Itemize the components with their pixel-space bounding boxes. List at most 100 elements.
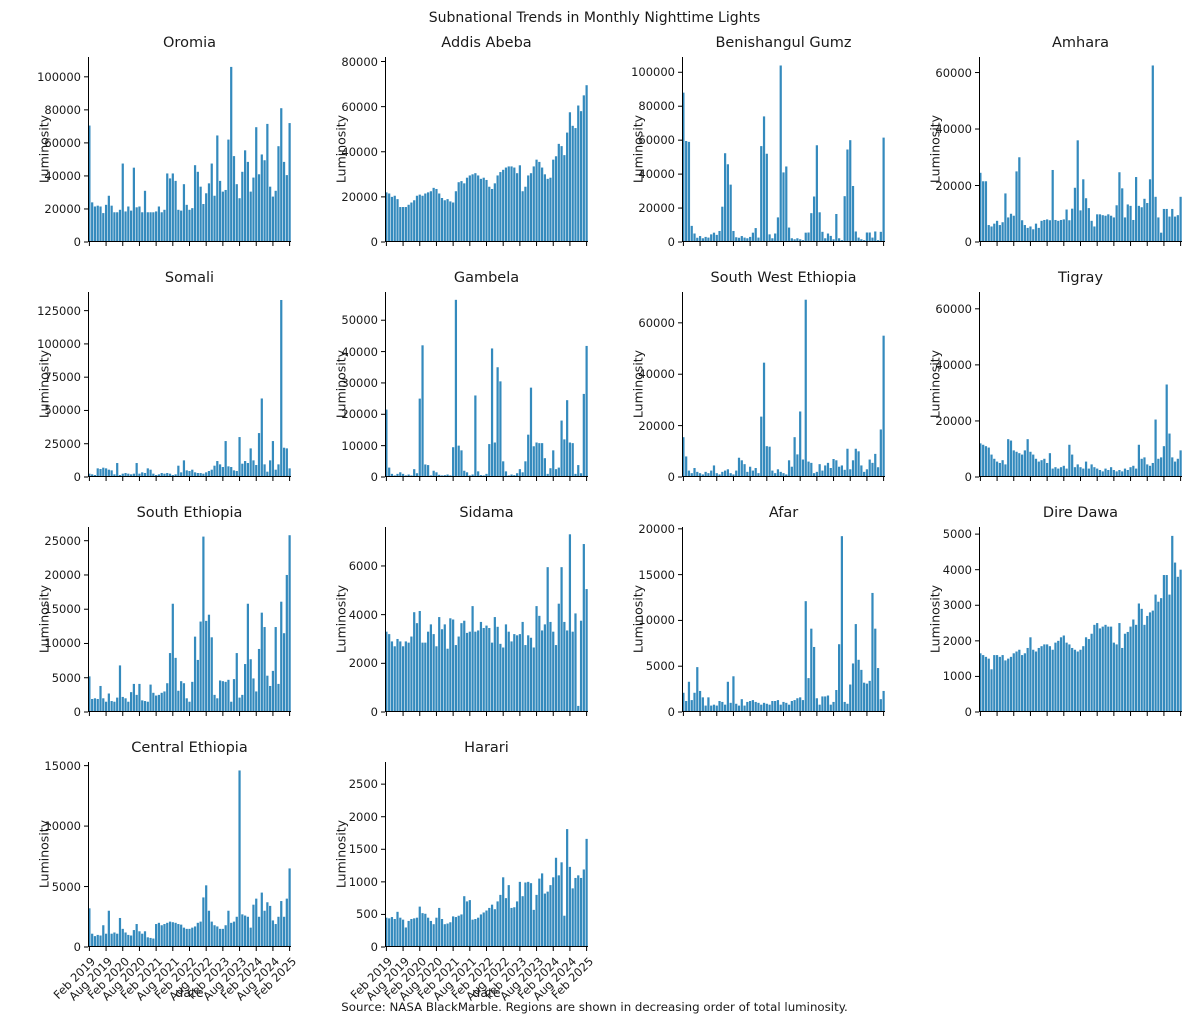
bar <box>143 190 147 242</box>
bar <box>488 444 491 477</box>
bar <box>687 681 691 712</box>
bar <box>446 648 449 712</box>
bar <box>1176 458 1179 477</box>
bar <box>421 913 424 947</box>
y-tick-label: 2000 <box>348 656 378 671</box>
bar <box>552 159 555 242</box>
bar <box>118 665 122 712</box>
bar <box>515 901 519 947</box>
bar <box>1073 467 1077 477</box>
bar <box>188 701 191 712</box>
bar <box>518 165 521 242</box>
bar <box>774 233 777 242</box>
bar <box>274 924 277 947</box>
bar <box>252 177 255 242</box>
y-tick-label: 15000 <box>638 567 675 582</box>
bar <box>443 624 446 712</box>
bar <box>774 701 777 712</box>
bar <box>407 204 410 242</box>
bar <box>410 202 413 242</box>
bar <box>1135 468 1138 477</box>
bar <box>710 470 713 477</box>
bar <box>863 682 866 712</box>
bar <box>255 691 258 712</box>
bar <box>521 896 524 947</box>
bar <box>810 462 813 477</box>
y-tick-label: 100000 <box>37 336 81 351</box>
bar <box>1057 640 1060 712</box>
bar <box>732 474 735 477</box>
bar <box>1157 601 1160 712</box>
bar <box>529 173 533 242</box>
bar <box>513 167 516 242</box>
bar <box>152 938 155 947</box>
bar <box>282 633 286 712</box>
bar <box>479 914 483 947</box>
bar <box>762 702 766 712</box>
plot-area <box>381 57 588 246</box>
bar <box>543 624 546 712</box>
bar <box>396 473 399 477</box>
bar <box>390 917 394 947</box>
bar <box>1065 468 1068 477</box>
bar <box>995 220 999 242</box>
bar <box>846 703 849 712</box>
bar <box>399 641 402 712</box>
bar <box>510 907 513 947</box>
bar <box>274 190 277 242</box>
bar <box>157 694 161 712</box>
bar <box>557 603 560 712</box>
bar <box>280 901 283 947</box>
bar <box>1154 419 1157 477</box>
bar <box>701 238 704 242</box>
bar <box>776 217 780 242</box>
bar <box>535 894 538 947</box>
bar <box>193 165 197 242</box>
bar <box>1176 215 1179 242</box>
bar <box>515 635 519 712</box>
bar <box>415 473 419 477</box>
bar <box>182 184 186 242</box>
bar <box>174 922 177 947</box>
subplot-title: South Ethiopia <box>136 505 243 521</box>
bar <box>471 606 474 712</box>
bar <box>1062 635 1065 712</box>
plot-area <box>84 57 291 246</box>
plot-area <box>381 292 588 481</box>
bar <box>707 697 710 712</box>
bar <box>1087 208 1090 242</box>
plot-canvas <box>84 762 291 951</box>
bar <box>1023 450 1026 477</box>
y-tick-label: 20000 <box>44 201 81 216</box>
bar <box>1121 647 1124 712</box>
bar <box>879 699 882 712</box>
bar <box>984 181 988 242</box>
y-tick-label: 0 <box>667 705 675 719</box>
bar <box>821 470 824 477</box>
bar <box>790 466 793 477</box>
bar <box>793 700 796 712</box>
bar <box>832 239 835 242</box>
bar <box>749 701 752 712</box>
bar <box>987 658 990 712</box>
plot-area <box>975 57 1182 246</box>
bar <box>560 862 563 947</box>
bar <box>585 345 588 477</box>
bar <box>91 474 94 477</box>
bar <box>146 212 149 242</box>
bar <box>477 471 480 477</box>
bar <box>1034 651 1038 712</box>
bar <box>557 467 560 477</box>
bar <box>696 237 699 242</box>
bar <box>1173 461 1177 477</box>
y-tick-label: 5000 <box>51 670 81 685</box>
bar <box>435 917 438 947</box>
bar <box>696 471 699 477</box>
bar <box>518 881 521 947</box>
y-tick-label: 20000 <box>935 413 972 428</box>
bar <box>563 439 566 477</box>
bar <box>135 207 138 242</box>
bar <box>180 924 183 947</box>
bar <box>815 145 818 242</box>
bar <box>1054 219 1057 242</box>
